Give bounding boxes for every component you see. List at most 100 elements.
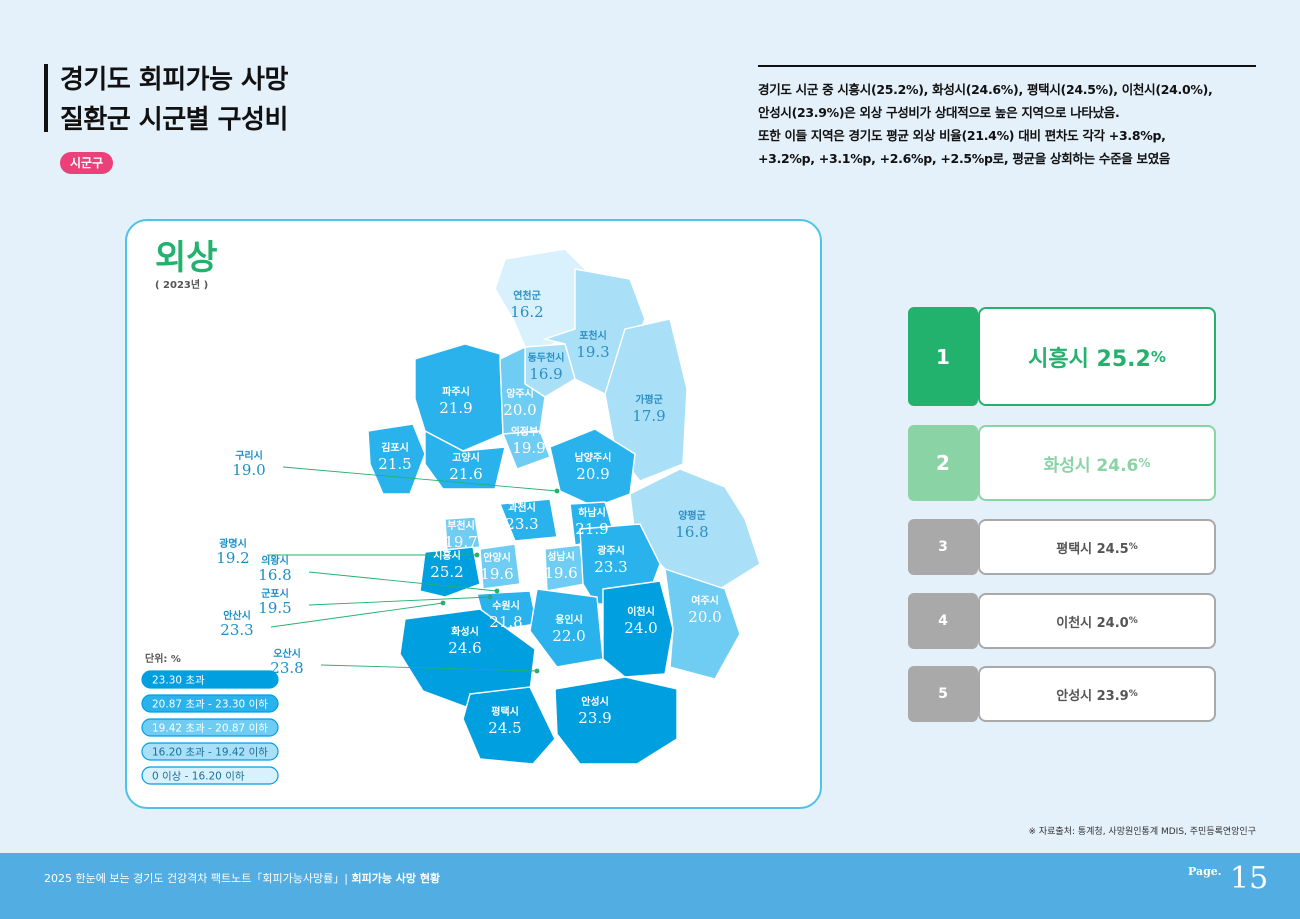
rank-unit: %	[1138, 456, 1151, 470]
region-value-label: 19.9	[512, 439, 545, 457]
region-name-label: 안산시	[223, 609, 251, 622]
page-label: Page.	[1188, 865, 1222, 878]
rank-item: 3 평택시 24.5%	[908, 519, 1216, 575]
rank-value-box: 시흥시 25.2%	[978, 307, 1216, 406]
leader-dot	[440, 600, 446, 606]
region-value-label: 16.9	[529, 365, 562, 383]
footer-section: 회피가능 사망 현황	[351, 872, 441, 885]
region-value-label: 20.0	[503, 401, 536, 419]
region-name-label: 동두천시	[528, 351, 565, 364]
region-name-label: 의왕시	[261, 554, 289, 567]
map-region	[604, 318, 688, 482]
region-name-label: 군포시	[261, 588, 289, 600]
region-name-label: 오산시	[273, 647, 301, 660]
leader-dot	[474, 552, 480, 558]
category-tag: 시군구	[60, 152, 114, 174]
leader-dot	[494, 588, 500, 594]
description-line: +3.2%p, +3.1%p, +2.6%p, +2.5%p로, 평균을 상회하…	[758, 151, 1171, 166]
rank-item: 4 이천시 24.0%	[908, 593, 1216, 649]
map-region	[367, 423, 426, 495]
region-name-label: 가평군	[635, 393, 663, 406]
region-value-label: 24.6	[448, 639, 481, 657]
region-value-label: 20.0	[688, 608, 721, 626]
region-value-label: 22.0	[552, 627, 585, 645]
region-value-label: 19.2	[216, 549, 249, 567]
map-region	[664, 567, 741, 680]
map-region	[499, 498, 558, 542]
rank-label: 화성시 24.6	[1043, 455, 1139, 476]
unit-label: 단위: %	[145, 652, 181, 665]
region-value-label: 23.9	[578, 709, 611, 727]
legend-label: 0 이상 - 16.20 이하	[152, 770, 245, 783]
region-value-label: 25.2	[430, 563, 463, 581]
rank-number: 3	[908, 519, 978, 575]
region-value-label: 21.9	[575, 520, 608, 538]
region-name-label: 안양시	[483, 551, 511, 564]
description-line: 경기도 시군 중 시흥시(25.2%), 화성시(24.6%), 평택시(24.…	[758, 82, 1213, 97]
rank-item: 5 안성시 23.9%	[908, 666, 1216, 722]
map-region	[414, 343, 504, 452]
rank-unit: %	[1128, 616, 1138, 626]
region-value-label: 19.7	[444, 533, 477, 551]
region-value-label: 19.5	[258, 599, 291, 617]
legend-swatch	[141, 742, 279, 761]
rank-item: 1 시흥시 25.2%	[908, 307, 1216, 406]
map-region	[529, 588, 604, 668]
legend-label: 16.20 초과 - 19.42 이하	[152, 746, 268, 759]
region-value-label: 23.8	[270, 659, 303, 677]
region-name-label: 부천시	[447, 519, 475, 532]
legend-label: 23.30 초과	[152, 675, 205, 687]
region-name-label: 성남시	[547, 550, 575, 563]
legend-swatch	[141, 766, 279, 785]
region-name-label: 평택시	[491, 705, 519, 718]
region-name-label: 고양시	[452, 452, 480, 464]
legend-swatch	[141, 718, 279, 737]
leader-line	[308, 571, 498, 592]
leader-dot	[534, 668, 540, 674]
rank-value-box: 안성시 23.9%	[978, 666, 1216, 722]
region-name-label: 이천시	[627, 605, 655, 618]
map-region	[462, 686, 556, 765]
region-name-label: 파주시	[442, 385, 470, 398]
rank-unit: %	[1128, 542, 1138, 552]
description-line: 또한 이들 지역은 경기도 평균 외상 비율(21.4%) 대비 편차도 각각 …	[758, 128, 1166, 143]
rank-label: 이천시 24.0	[1056, 615, 1129, 631]
region-value-label: 17.9	[632, 407, 665, 425]
region-value-label: 23.3	[505, 515, 538, 533]
region-name-label: 연천군	[513, 289, 541, 302]
region-value-label: 24.0	[624, 619, 657, 637]
legend-swatch	[141, 670, 279, 689]
rank-unit: %	[1128, 689, 1138, 699]
leader-dot	[554, 488, 560, 494]
region-value-label: 23.3	[594, 558, 627, 576]
leader-line	[308, 596, 491, 606]
footer-publication: 2025 한눈에 보는 경기도 건강격차 팩트노트「회피가능사망률」|	[44, 872, 348, 885]
region-name-label: 수원시	[492, 599, 520, 612]
region-value-label: 19.6	[544, 564, 577, 582]
source-note: ※ 자료출처: 통계청, 사망원인통계 MDIS, 주민등록연앙인구	[1028, 827, 1256, 837]
region-name-label: 하남시	[578, 506, 606, 519]
leader-line	[320, 664, 538, 672]
description: 경기도 시군 중 시흥시(25.2%), 화성시(24.6%), 평택시(24.…	[758, 78, 1278, 170]
title-accent-bar	[44, 64, 48, 132]
region-value-label: 21.9	[439, 399, 472, 417]
region-name-label: 시흥시	[433, 549, 461, 562]
region-value-label: 20.9	[576, 465, 609, 483]
region-name-label: 양평군	[678, 509, 706, 522]
map-region	[479, 543, 521, 590]
rank-label: 평택시 24.5	[1056, 541, 1129, 557]
rank-label: 안성시 23.9	[1056, 688, 1129, 704]
region-value-label: 16.8	[258, 566, 291, 584]
leader-line	[282, 466, 558, 492]
region-name-label: 화성시	[451, 625, 479, 638]
description-rule	[758, 65, 1256, 67]
region-name-label: 용인시	[555, 613, 583, 626]
region-name-label: 여주시	[691, 594, 719, 607]
rank-value-box: 이천시 24.0%	[978, 593, 1216, 649]
region-value-label: 19.0	[232, 461, 265, 479]
choropleth-map: 연천군16.2포천시19.3동두천시16.9파주시21.9양주시20.0가평군1…	[141, 238, 761, 785]
map-region	[501, 430, 551, 470]
region-value-label: 19.3	[576, 343, 609, 361]
map-region	[602, 580, 674, 678]
chart-title: 외상	[155, 238, 218, 278]
